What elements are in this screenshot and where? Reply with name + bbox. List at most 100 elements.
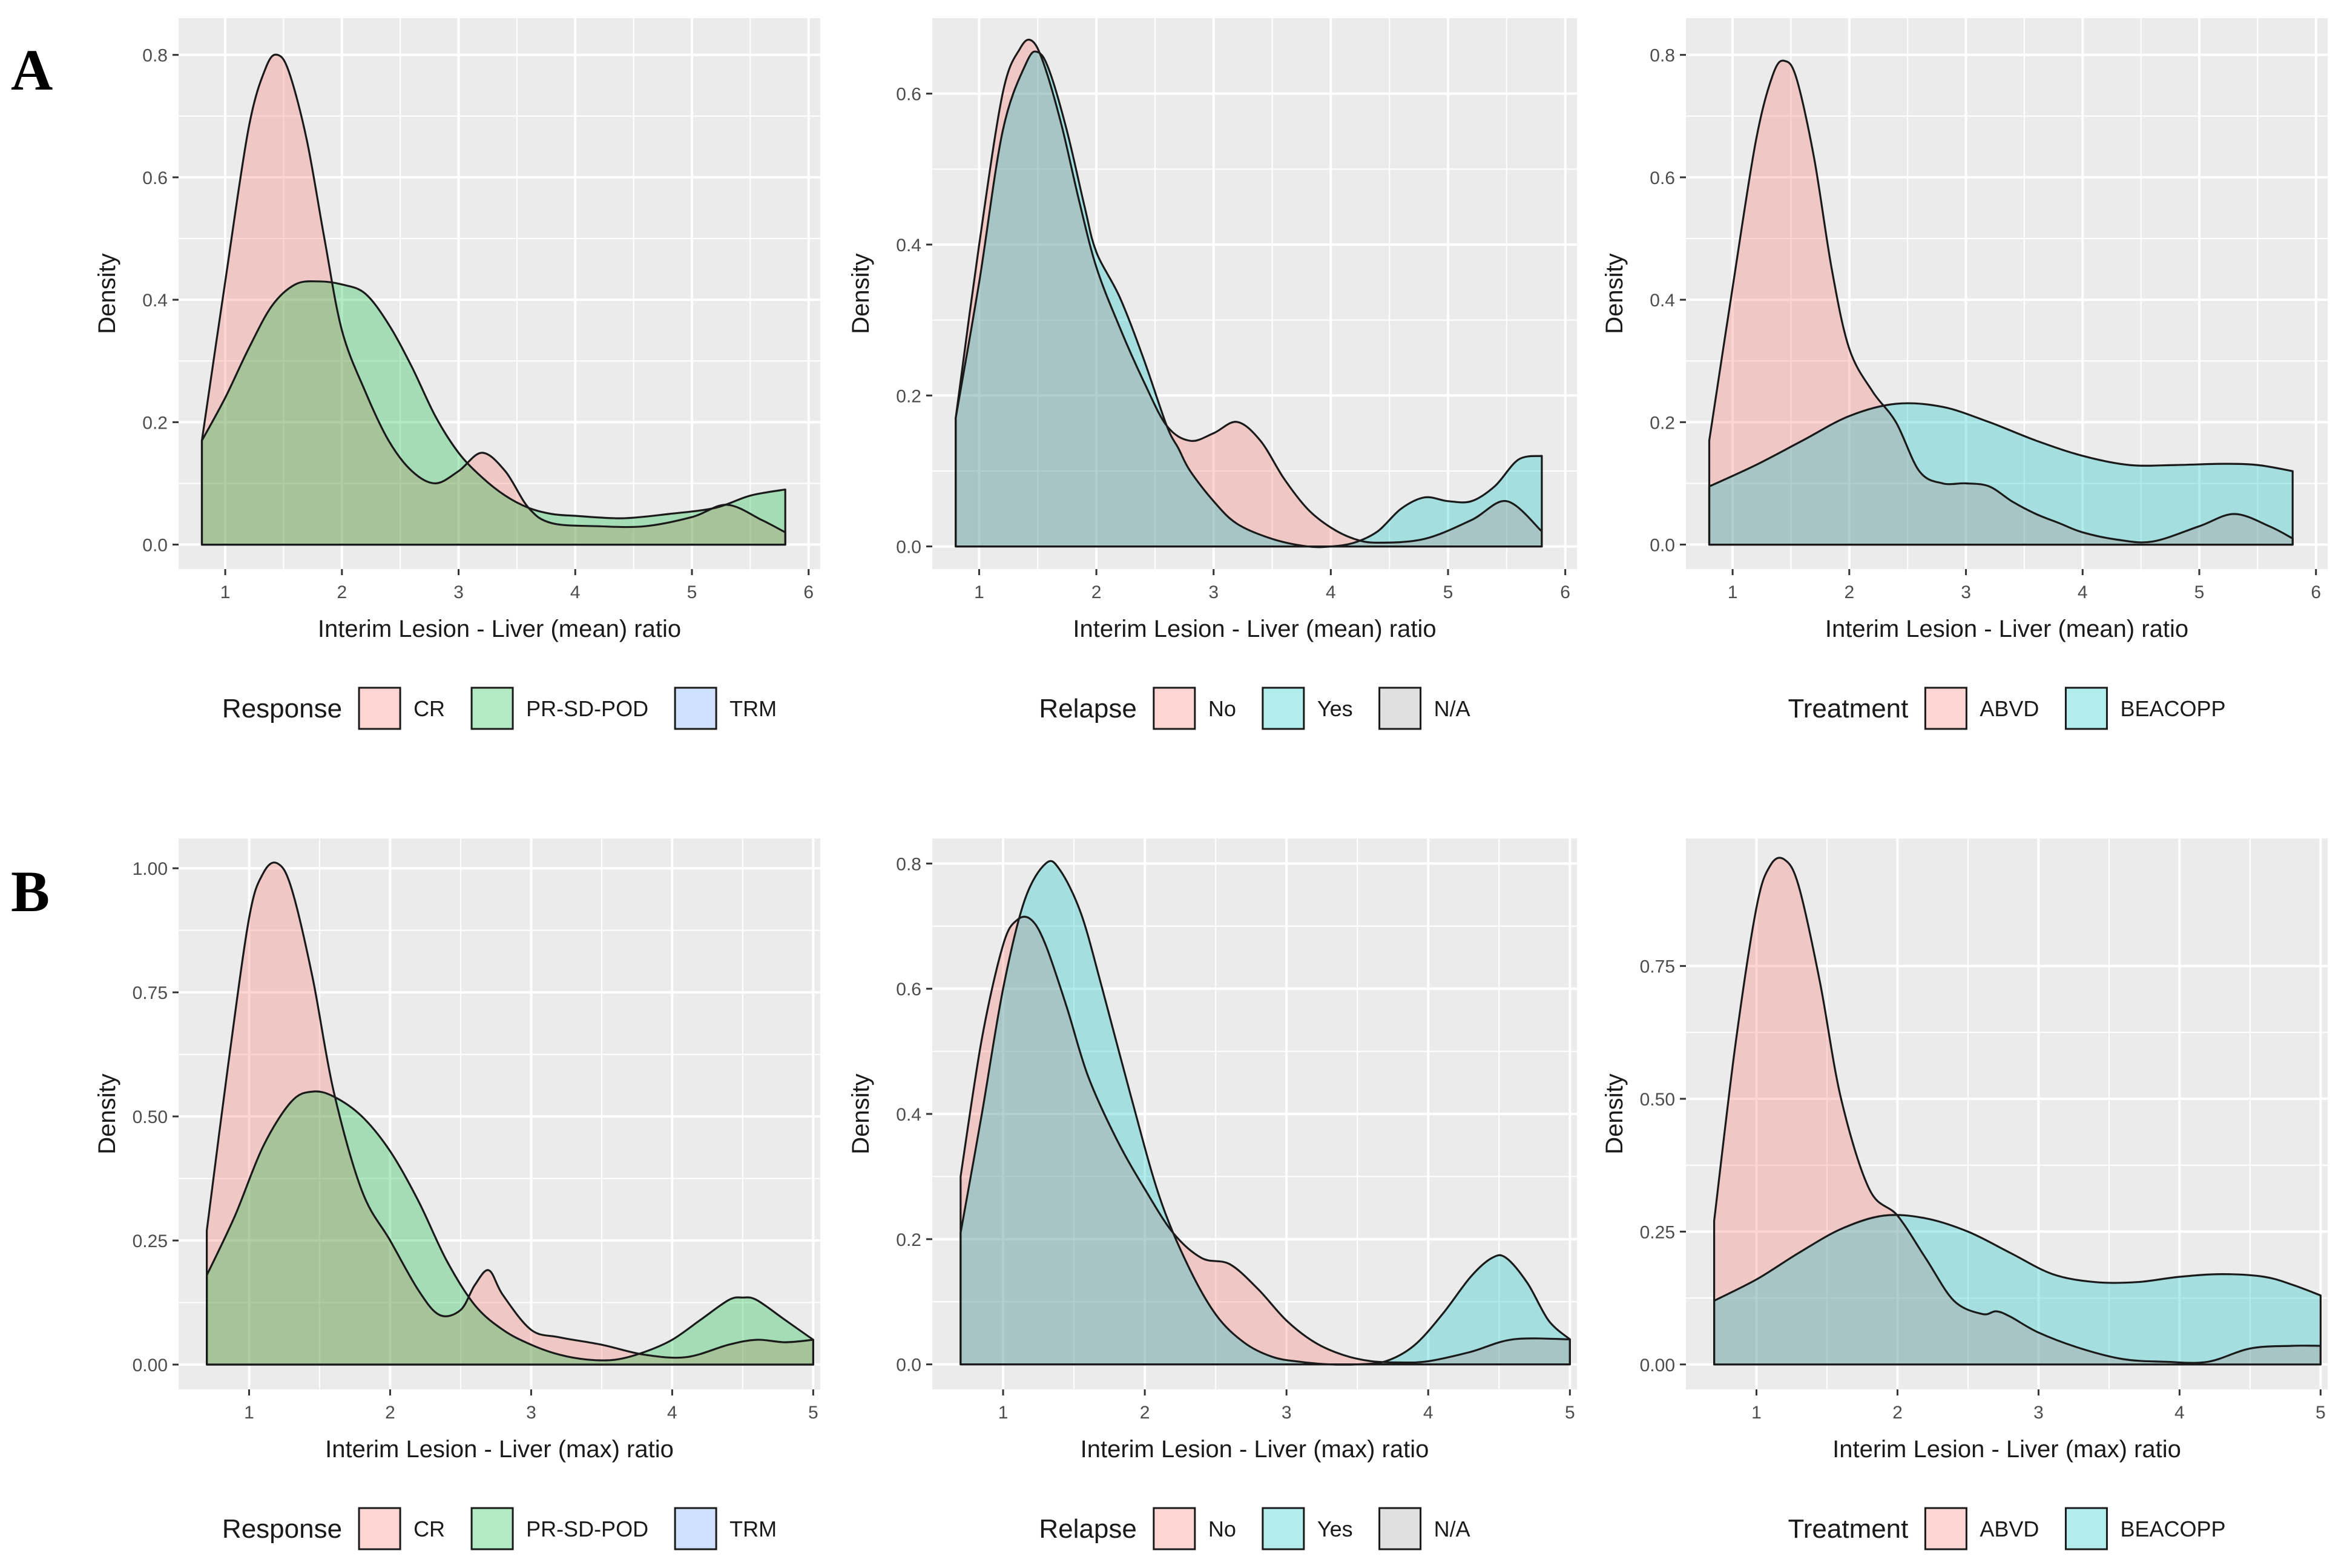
x-tick-label: 4 xyxy=(667,1403,677,1423)
y-axis-title: Density xyxy=(848,1073,874,1154)
legend-label: TRM xyxy=(729,696,777,721)
y-tick-label: 0.4 xyxy=(896,236,921,255)
x-tick-label: 6 xyxy=(2311,582,2321,602)
y-tick-label: 0.2 xyxy=(896,1230,921,1250)
x-tick-label: 2 xyxy=(385,1403,395,1423)
density-line-beacopp xyxy=(1713,1214,2322,1366)
y-tick-label: 0.6 xyxy=(896,85,921,105)
legend-title: Treatment xyxy=(1788,1514,1909,1544)
y-tick-label: 0.8 xyxy=(1650,46,1675,66)
y-axis-title: Density xyxy=(848,253,874,334)
y-tick-label: 0.8 xyxy=(896,854,921,874)
x-tick-label: 5 xyxy=(808,1403,818,1423)
y-tick-label: 0.75 xyxy=(1640,957,1675,977)
x-tick-label: 4 xyxy=(2174,1403,2185,1423)
y-tick-label: 0.50 xyxy=(1640,1090,1675,1110)
x-tick-label: 6 xyxy=(803,582,814,602)
x-axis-title: Interim Lesion - Liver (mean) ratio xyxy=(1073,616,1436,642)
x-tick-label: 4 xyxy=(570,582,581,602)
legend-title: Relapse xyxy=(1039,694,1136,723)
panel-label-a: A xyxy=(11,38,53,102)
legend-label: N/A xyxy=(1434,696,1470,721)
legend: Treatment ABVD BEACOPP xyxy=(1788,1507,2226,1550)
chart-A-response: 1 2 3 4 5 6 0.0 0.2 0.4 0.6 0.8 Interim Lesion - Li… xyxy=(94,18,820,730)
legend-key-cr xyxy=(358,687,401,730)
legend-label: ABVD xyxy=(1980,1517,2039,1541)
density-line-abvd xyxy=(1708,59,2294,546)
y-tick-label: 0.0 xyxy=(896,538,921,558)
legend-label: No xyxy=(1208,1517,1236,1541)
legend: Response CR PR-SD-POD TRM xyxy=(222,687,777,730)
chart-B-response: 1 2 3 4 5 0.00 0.25 0.50 0.75 1.00 Interim Lesion … xyxy=(94,838,820,1550)
y-tick-label: 0.6 xyxy=(1650,168,1675,188)
x-axis-title: Interim Lesion - Liver (max) ratio xyxy=(325,1436,674,1463)
y-tick-label: 0.25 xyxy=(133,1231,168,1251)
x-axis-title: Interim Lesion - Liver (mean) ratio xyxy=(1825,616,2188,642)
legend-key-pr-sd-pod xyxy=(470,1507,514,1550)
legend-label: TRM xyxy=(729,1517,777,1541)
legend-title: Relapse xyxy=(1039,1514,1136,1544)
x-tick-label: 1 xyxy=(1751,1403,1762,1423)
x-tick-label: 2 xyxy=(1844,582,1854,602)
y-tick-label: 0.6 xyxy=(896,980,921,1000)
y-axis-title: Density xyxy=(94,1073,120,1154)
panel-label-b: B xyxy=(11,859,50,924)
density-area-no xyxy=(955,39,1542,547)
y-tick-label: 0.0 xyxy=(896,1356,921,1375)
x-tick-label: 4 xyxy=(1423,1403,1434,1423)
legend-key-yes xyxy=(1262,687,1305,730)
density-area-abvd xyxy=(1714,857,2321,1365)
legend-key-abvd xyxy=(1924,1507,1967,1550)
legend-key-trm xyxy=(674,687,717,730)
x-tick-label: 5 xyxy=(2316,1403,2326,1423)
legend: Treatment ABVD BEACOPP xyxy=(1788,687,2226,730)
density-area-abvd xyxy=(1709,61,2293,545)
legend-title: Treatment xyxy=(1788,694,1909,723)
x-axis-title: Interim Lesion - Liver (max) ratio xyxy=(1832,1436,2181,1463)
plot-panel-background xyxy=(1686,18,2328,569)
y-tick-label: 0.00 xyxy=(1640,1356,1675,1375)
density-line-cr xyxy=(200,53,786,546)
y-tick-label: 0.2 xyxy=(1650,413,1675,433)
y-tick-label: 0.00 xyxy=(133,1356,168,1375)
x-tick-label: 5 xyxy=(687,582,697,602)
x-tick-label: 4 xyxy=(2078,582,2088,602)
y-tick-label: 0.4 xyxy=(1650,291,1675,311)
legend-label: N/A xyxy=(1434,1517,1470,1541)
density-line-cr xyxy=(206,861,814,1366)
density-area-no xyxy=(960,917,1570,1365)
legend-key-n/a xyxy=(1378,687,1422,730)
y-tick-label: 0.50 xyxy=(133,1107,168,1127)
y-tick-label: 0.0 xyxy=(1650,536,1675,556)
legend: Response CR PR-SD-POD TRM xyxy=(222,1507,777,1550)
density-line-pr-sd-pod xyxy=(206,1090,814,1366)
chart-A-relapse: 1 2 3 4 5 6 0.0 0.2 0.4 0.6 Interim Lesion - Liver… xyxy=(848,18,1577,730)
x-tick-label: 2 xyxy=(337,582,347,602)
legend-key-beacopp xyxy=(2064,1507,2108,1550)
chart-A-treatment: 1 2 3 4 5 6 0.0 0.2 0.4 0.6 0.8 Interim Lesion - Li… xyxy=(1601,18,2328,730)
legend-key-no xyxy=(1153,687,1196,730)
density-area-yes xyxy=(960,861,1570,1365)
y-tick-label: 0.4 xyxy=(142,291,168,311)
y-axis-title: Density xyxy=(1601,1073,1628,1154)
x-tick-label: 3 xyxy=(1961,582,1971,602)
legend-key-yes xyxy=(1262,1507,1305,1550)
x-tick-label: 5 xyxy=(1565,1403,1575,1423)
legend-label: BEACOPP xyxy=(2120,1517,2225,1541)
y-tick-label: 1.00 xyxy=(133,859,168,879)
y-tick-label: 0.2 xyxy=(896,386,921,406)
legend-label: ABVD xyxy=(1980,696,2039,721)
x-tick-label: 3 xyxy=(526,1403,536,1423)
density-line-beacopp xyxy=(1708,402,2294,546)
density-line-pr-sd-pod xyxy=(200,280,786,546)
legend-key-no xyxy=(1153,1507,1196,1550)
y-tick-label: 0.2 xyxy=(142,413,168,433)
legend-label: CR xyxy=(413,1517,445,1541)
y-axis-title: Density xyxy=(94,253,120,334)
x-tick-label: 5 xyxy=(2194,582,2205,602)
x-tick-label: 2 xyxy=(1091,582,1102,602)
density-area-pr-sd-pod xyxy=(206,1091,814,1365)
density-line-yes xyxy=(960,860,1571,1366)
x-tick-label: 2 xyxy=(1892,1403,1903,1423)
x-tick-label: 3 xyxy=(1282,1403,1292,1423)
